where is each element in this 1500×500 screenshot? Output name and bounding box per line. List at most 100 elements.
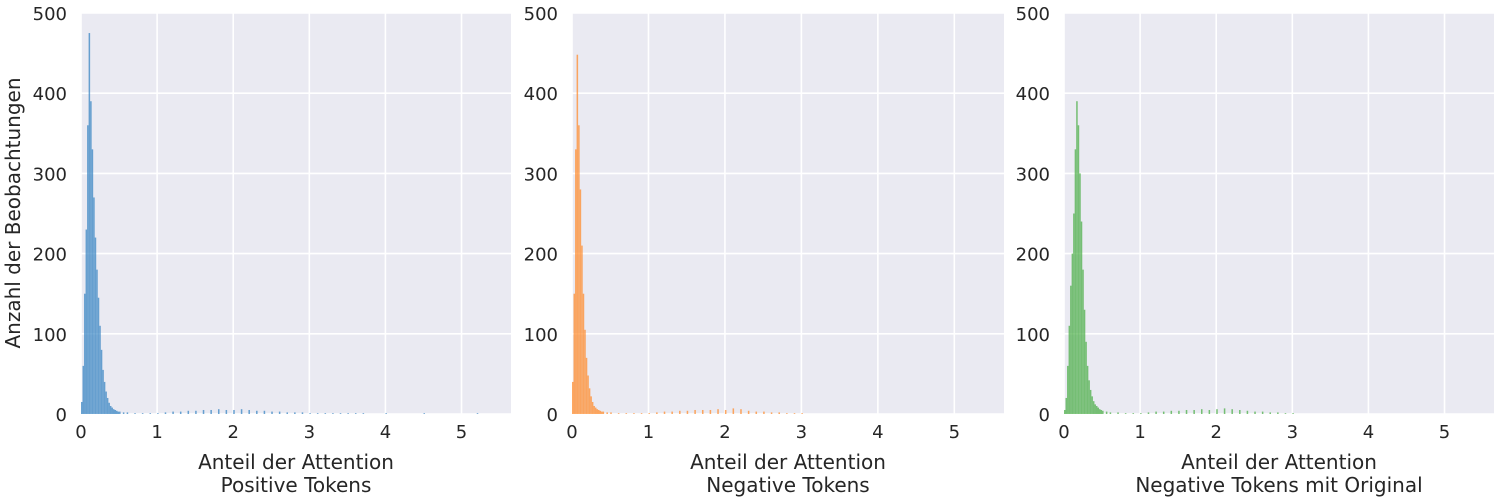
x-axis-sublabel: Positive Tokens <box>221 473 372 497</box>
histogram-bar <box>1064 409 1066 414</box>
histogram-bar <box>476 413 479 414</box>
histogram-bar <box>572 381 574 414</box>
x-axis-sublabel: Negative Tokens <box>706 473 869 497</box>
histogram-bar <box>1109 412 1112 414</box>
histogram-bar <box>116 410 118 414</box>
x-tick-label: 4 <box>380 422 391 443</box>
histogram-bar <box>640 413 643 414</box>
histogram-bars <box>81 33 479 415</box>
histogram-bar <box>601 411 603 414</box>
histogram-bar <box>87 125 89 414</box>
y-tick-label: 400 <box>33 84 67 105</box>
x-tick-label: 2 <box>719 422 730 443</box>
histogram-bar <box>671 411 673 414</box>
histogram-bar <box>579 189 582 414</box>
x-tick-label: 1 <box>1134 422 1145 443</box>
histogram-bar <box>240 409 243 414</box>
x-tick-label: 5 <box>949 422 960 443</box>
x-tick-label: 4 <box>872 422 883 443</box>
histogram-bar <box>770 412 773 414</box>
histogram-bar <box>88 33 91 415</box>
histogram-bar <box>573 293 576 414</box>
histogram-bar <box>584 329 586 414</box>
histogram-bar <box>1083 309 1086 414</box>
histogram-bar <box>656 412 658 414</box>
histogram-bar <box>1269 412 1272 414</box>
histogram-bar <box>149 413 152 414</box>
histogram-bar <box>225 409 228 414</box>
histogram-bar <box>747 410 750 414</box>
histogram-bar <box>1095 405 1098 414</box>
y-tick-label: 200 <box>524 245 558 266</box>
histogram-bar <box>1277 412 1279 414</box>
histogram-bar <box>119 411 121 414</box>
histogram-bar <box>117 411 120 414</box>
histogram-bar <box>581 245 583 414</box>
histogram-bar <box>134 413 136 414</box>
x-tick-label: 1 <box>151 422 162 443</box>
histogram-bar <box>114 409 117 414</box>
histogram-bar <box>1080 221 1083 414</box>
histogram-bar <box>625 413 628 414</box>
histogram-bar <box>97 297 100 414</box>
histogram-bar <box>778 412 780 414</box>
histogram-bar <box>195 410 197 414</box>
histogram-bar <box>686 410 689 414</box>
histogram-bar <box>1068 325 1071 414</box>
y-tick-label: 200 <box>1016 245 1050 266</box>
histogram-bar <box>172 411 174 414</box>
histogram-bar <box>1077 125 1080 414</box>
histogram-bar <box>81 401 83 414</box>
histogram-bar <box>701 409 704 414</box>
histogram-bar <box>1193 409 1195 414</box>
histogram-bar <box>157 413 159 414</box>
y-tick-label: 500 <box>1016 4 1050 25</box>
histogram-bar <box>1065 397 1068 414</box>
histogram-bar <box>105 391 107 414</box>
histogram-bar <box>1091 396 1093 414</box>
histogram-bar <box>602 411 605 414</box>
histogram-bar <box>599 410 602 414</box>
histogram-bar <box>179 411 182 414</box>
y-tick-label: 300 <box>524 164 558 185</box>
histogram-bar <box>256 410 258 414</box>
histogram-bar <box>1132 413 1135 414</box>
histogram-bar <box>679 410 681 414</box>
histogram-bar <box>1223 408 1226 414</box>
histogram-bar <box>1124 413 1127 414</box>
histogram-bar <box>575 149 577 414</box>
histogram-bar <box>339 413 342 414</box>
histogram-bar <box>1089 389 1092 414</box>
x-tick-label: 5 <box>1439 422 1450 443</box>
histogram-bar <box>286 412 289 414</box>
histogram-bar <box>187 410 190 414</box>
histogram-bar <box>1162 411 1165 414</box>
histogram-bar <box>594 407 597 414</box>
x-tick-label: 3 <box>304 422 315 443</box>
y-tick-label: 400 <box>1016 84 1050 105</box>
histogram-bar <box>94 237 97 414</box>
histogram-bar <box>801 413 803 414</box>
x-axis-label: Anteil der Attention <box>1181 450 1377 474</box>
y-tick-label: 0 <box>56 405 67 426</box>
histogram-bar <box>1100 409 1103 414</box>
histogram-bar <box>108 402 110 414</box>
histogram-bar <box>278 411 281 414</box>
histogram-bar <box>793 413 796 414</box>
histogram-bar <box>596 409 598 414</box>
histogram-bar <box>84 293 86 414</box>
histogram-bar <box>1097 407 1100 414</box>
histogram-bar <box>210 409 212 414</box>
histogram-bar <box>1292 413 1294 414</box>
x-tick-label: 5 <box>456 422 467 443</box>
x-tick-labels: 0 1 2 3 4 5 <box>75 422 467 443</box>
histogram-bar <box>126 412 129 414</box>
histogram-bar <box>717 409 719 414</box>
histogram-bar <box>294 412 296 414</box>
histogram-bar <box>99 325 101 414</box>
histogram-bar <box>96 269 98 414</box>
histogram-bar <box>141 413 144 414</box>
histogram-bar <box>1082 269 1084 414</box>
histogram-bar <box>1079 173 1081 414</box>
x-tick-label: 3 <box>796 422 807 443</box>
